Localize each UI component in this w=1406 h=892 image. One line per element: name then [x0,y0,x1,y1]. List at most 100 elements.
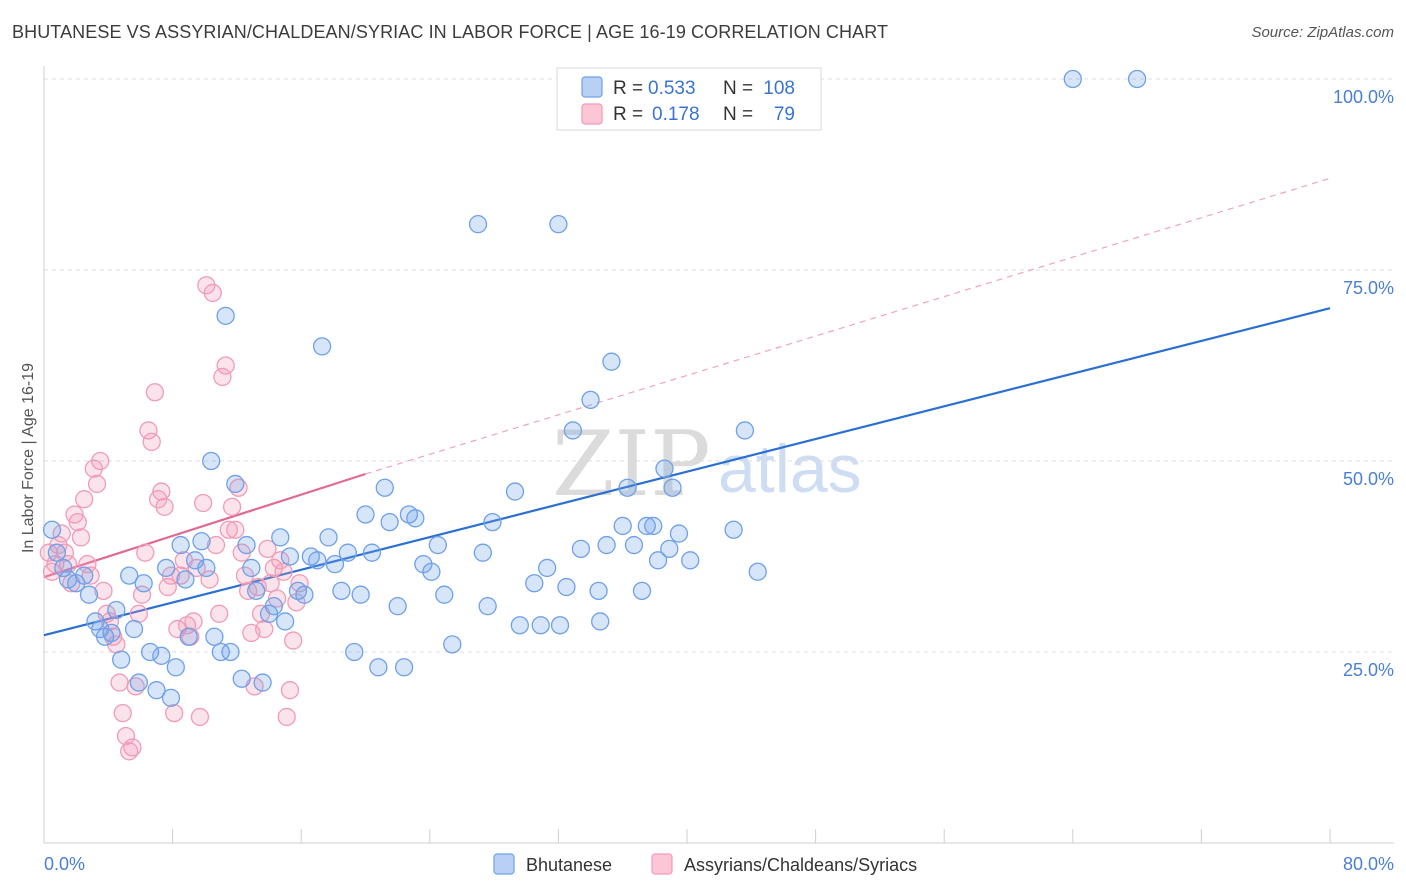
data-point-assyrian [81,566,100,585]
data-point-bhutanese [1063,69,1082,89]
data-point-assyrian [255,619,274,639]
data-point-assyrian [213,367,232,387]
y-tick-label: 100.0% [1333,87,1394,107]
data-point-bhutanese [295,585,314,604]
data-point-assyrian [155,497,174,516]
axes: 25.0% 50.0% 75.0% 100.0% [43,66,1394,844]
data-point-bhutanese [120,566,139,585]
data-point-bhutanese [129,673,148,692]
data-point-bhutanese [351,585,370,604]
data-point-assyrian [158,577,177,597]
data-point-assyrian [78,554,97,574]
data-point-bhutanese [563,421,583,440]
y-tick-label: 75.0% [1343,278,1394,298]
y-axis-label: In Labor Force | Age 16-19 [20,363,37,553]
data-point-assyrian [132,585,152,604]
series-legend-swatch-assyrian [651,853,673,875]
data-point-assyrian [219,520,239,539]
legend-swatch-pink [581,103,603,125]
data-point-bhutanese [602,352,621,371]
data-point-bhutanese [171,535,190,555]
data-point-bhutanese [216,306,235,325]
data-point-assyrian [129,604,148,623]
data-point-bhutanese [483,512,502,532]
legend-r-value-2: 0.178 [652,104,700,125]
series-legend: Bhutanese Assyrians/Chaldeans/Syriacs [493,853,917,875]
legend-n-label-1: N = [723,78,753,99]
data-point-bhutanese [648,551,668,570]
data-point-assyrian [226,520,245,539]
data-point-assyrian [274,562,293,581]
data-point-assyrian [216,356,235,375]
data-point-assyrian [290,574,309,593]
data-point-assyrian [113,703,132,723]
trend-line-extended-assyrian [365,177,1331,475]
data-point-assyrian [110,673,129,692]
data-point-bhutanese [435,585,454,604]
data-point-bhutanese [510,616,529,635]
data-point-assyrian [190,707,210,727]
data-point-assyrian [87,474,107,494]
data-point-assyrian [206,535,226,555]
data-point-bhutanese [537,558,557,578]
data-point-bhutanese [473,543,492,562]
data-point-bhutanese [264,597,284,616]
data-point-bhutanese [505,482,525,501]
data-point-bhutanese [192,532,211,551]
data-point-bhutanese [102,623,121,643]
chart-title: BHUTANESE VS ASSYRIAN/CHALDEAN/SYRIAC IN… [12,22,889,42]
data-point-bhutanese [166,658,185,677]
data-point-assyrian [210,604,229,623]
data-point-bhutanese [232,669,251,688]
data-point-assyrian [261,574,280,593]
data-point-bhutanese [356,505,375,524]
data-point-bhutanese [247,581,266,601]
data-point-bhutanese [197,558,216,578]
data-point-bhutanese [478,597,497,616]
data-point-bhutanese [468,215,488,234]
data-point-bhutanese [644,516,663,536]
data-point-assyrian [280,681,300,700]
data-point-assyrian [116,726,136,746]
data-point-bhutanese [107,600,126,620]
legend-r-value-1: 0.533 [648,78,696,99]
x-tick-label-min: 0.0% [44,854,85,874]
data-point-bhutanese [549,215,568,234]
data-point-bhutanese [124,619,144,639]
data-point-assyrian [271,551,290,570]
data-point-bhutanese [112,650,131,669]
y-tick-label: 25.0% [1343,660,1394,680]
data-point-bhutanese [591,612,610,631]
data-point-bhutanese [345,642,364,662]
data-point-bhutanese [176,570,195,589]
data-point-bhutanese [237,535,256,555]
data-point-bhutanese [663,478,682,497]
legend-n-value-1: 108 [763,78,795,99]
data-point-assyrian [75,490,94,509]
data-point-bhutanese [669,524,689,543]
data-point-assyrian [284,631,303,650]
x-tick-label-max: 80.0% [1343,854,1394,874]
data-point-bhutanese [54,558,73,578]
data-point-bhutanese [618,478,637,497]
data-point-bhutanese [47,543,67,562]
data-point-bhutanese [275,612,295,631]
data-point-assyrian [184,612,203,631]
data-point-bhutanese [75,566,94,585]
data-point-bhutanese [202,451,221,471]
data-point-bhutanese [394,658,414,677]
trend-lines [43,177,1331,637]
data-point-bhutanese [140,642,160,662]
data-point-bhutanese [42,520,62,539]
data-point-bhutanese [226,474,245,494]
data-point-bhutanese [443,635,462,654]
data-point-bhutanese [406,509,425,528]
data-point-bhutanese [525,574,544,593]
series-legend-label-bhutanese: Bhutanese [526,855,612,875]
data-point-bhutanese [632,581,652,601]
data-point-bhutanese [161,688,181,707]
data-point-bhutanese [211,642,230,662]
data-point-assyrian [187,558,206,578]
data-point-assyrian [68,512,87,532]
